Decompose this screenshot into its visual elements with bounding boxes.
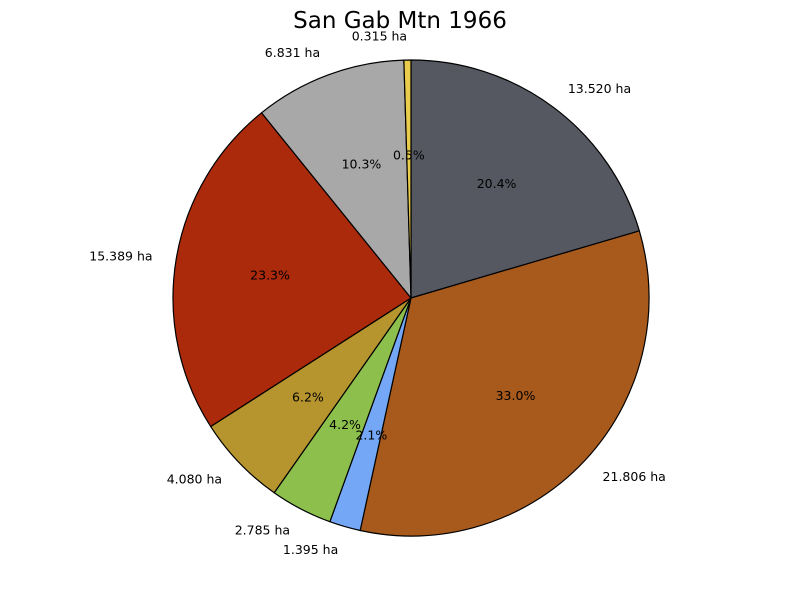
slice-value-label-4: 4.080 ha — [167, 472, 222, 487]
pie-slice-0 — [410, 59, 640, 299]
slice-value-label-1: 21.806 ha — [603, 469, 666, 484]
slice-value-label-5: 15.389 ha — [89, 249, 152, 264]
slice-percent-label-0: 20.4% — [477, 176, 517, 191]
pie-slice-6 — [260, 59, 412, 299]
pie-slice-5 — [172, 112, 412, 428]
slice-percent-label-6: 10.3% — [342, 157, 382, 172]
slice-percent-label-1: 33.0% — [496, 388, 536, 403]
slice-value-label-6: 6.831 ha — [265, 45, 320, 60]
slice-value-label-7: 0.315 ha — [352, 29, 407, 44]
slice-percent-label-3: 4.2% — [329, 417, 361, 432]
slice-value-label-2: 1.395 ha — [283, 542, 338, 557]
slice-value-label-0: 13.520 ha — [568, 81, 631, 96]
slice-percent-label-4: 6.2% — [292, 389, 324, 404]
pie-slice-1 — [359, 230, 650, 537]
slice-value-label-3: 2.785 ha — [235, 523, 290, 538]
pie-slice-7 — [403, 59, 412, 299]
chart-title: San Gab Mtn 1966 — [293, 8, 507, 34]
slice-percent-label-7: 0.5% — [393, 148, 425, 163]
slice-percent-label-5: 23.3% — [250, 268, 290, 283]
slice-percent-label-2: 2.1% — [355, 428, 387, 443]
